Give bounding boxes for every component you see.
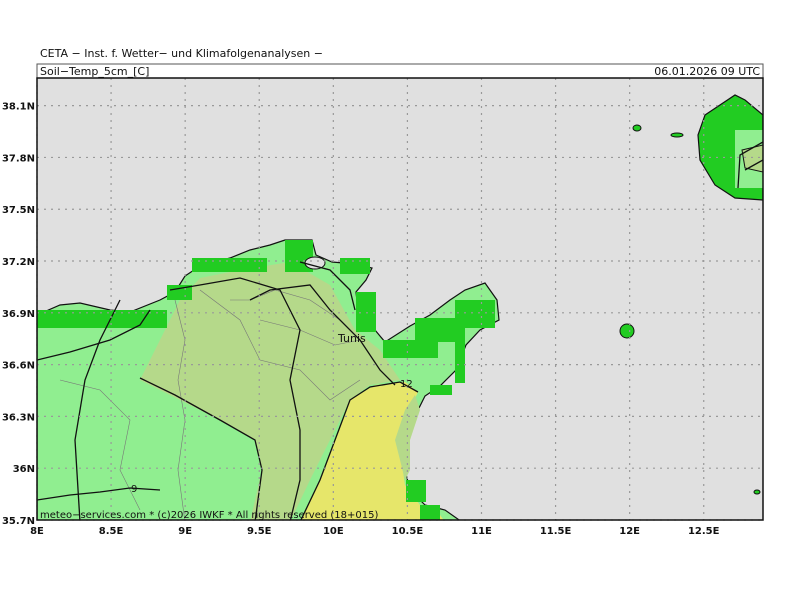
lat-tick-label: 37.2N <box>2 257 35 268</box>
header-title: CETA − Inst. f. Wetter− und Klimafolgena… <box>40 47 323 60</box>
zone-warm <box>300 382 444 520</box>
island <box>670 132 684 138</box>
lon-tick-label: 10.5E <box>392 526 424 537</box>
lon-tick-label: 8E <box>30 526 44 537</box>
contour-label: 9 <box>131 484 137 495</box>
contours <box>37 141 763 520</box>
valid-time: 06.01.2026 09 UTC <box>654 65 760 78</box>
lon-tick-label: 10E <box>323 526 344 537</box>
contour-label: 12 <box>400 379 413 390</box>
lat-tick-label: 36.6N <box>2 361 35 372</box>
lat-tick-label: 35.7N <box>2 516 35 527</box>
lon-tick-label: 9.5E <box>247 526 272 537</box>
lat-tick-label: 36N <box>13 464 35 475</box>
zone-mid <box>395 395 420 480</box>
lon-tick-label: 11E <box>471 526 492 537</box>
map-frame <box>36 77 764 521</box>
island <box>753 489 761 495</box>
parameter: Soil−Temp_5cm_[C] <box>40 65 149 78</box>
lon-tick-label: 11.5E <box>540 526 572 537</box>
coastal-cells <box>37 240 495 520</box>
map-area <box>37 78 763 520</box>
lat-tick-label: 37.5N <box>2 205 35 216</box>
lat-tick-label: 38.1N <box>2 102 35 113</box>
lat-tick-label: 36.3N <box>2 412 35 423</box>
lat-tick-label: 37.8N <box>2 153 35 164</box>
lon-tick-label: 9E <box>178 526 192 537</box>
lon-tick-label: 12.5E <box>688 526 720 537</box>
copyright: meteo−services.com * (c)2026 IWKF * All … <box>40 510 378 521</box>
zone-mid <box>140 262 400 520</box>
sicily-zone <box>741 144 763 173</box>
island <box>632 124 642 132</box>
lon-tick-label: 8.5E <box>99 526 124 537</box>
lon-tick-label: 12E <box>619 526 640 537</box>
lat-tick-label: 36.9N <box>2 309 35 320</box>
city-label: Tunis <box>337 332 366 345</box>
island <box>619 323 635 339</box>
